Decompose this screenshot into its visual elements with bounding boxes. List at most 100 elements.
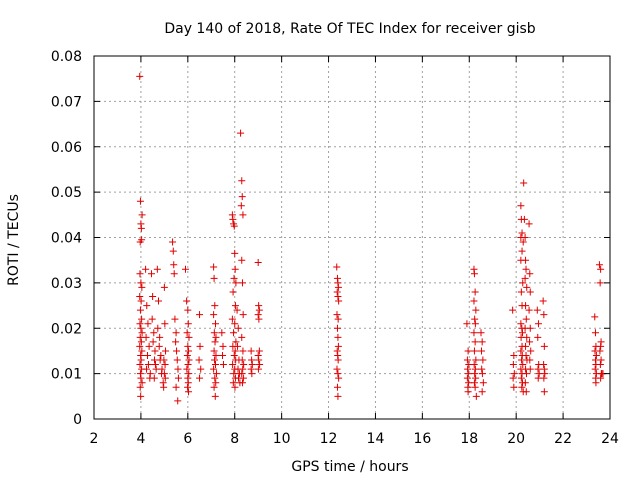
data-point: [525, 306, 533, 314]
data-point: [463, 356, 471, 364]
data-point: [247, 365, 255, 373]
data-point: [169, 247, 177, 255]
x-tick-label: 2: [90, 431, 99, 447]
data-point: [479, 356, 487, 364]
data-point: [210, 311, 218, 319]
data-point: [256, 361, 264, 369]
x-tick-label: 18: [460, 431, 478, 447]
axis-ticks: 00.010.020.030.040.050.060.070.082 4 6 8 10 1…: [51, 49, 619, 447]
data-point: [540, 342, 548, 350]
data-point: [471, 320, 479, 328]
data-point: [142, 333, 150, 341]
data-point: [255, 306, 263, 314]
data-point: [136, 383, 144, 391]
data-point: [136, 197, 144, 205]
data-point: [534, 320, 542, 328]
data-point: [238, 333, 246, 341]
data-point: [523, 283, 531, 291]
data-point: [138, 379, 146, 387]
data-point: [526, 356, 534, 364]
data-point: [147, 270, 155, 278]
data-point: [170, 270, 178, 278]
data-point: [334, 283, 342, 291]
data-point: [231, 265, 239, 273]
data-point: [143, 351, 151, 359]
data-point: [510, 383, 518, 391]
data-point: [533, 306, 541, 314]
data-point: [510, 351, 518, 359]
data-point: [597, 265, 605, 273]
data-point: [592, 379, 600, 387]
data-point: [596, 361, 604, 369]
data-point: [522, 315, 530, 323]
data-point: [464, 347, 472, 355]
data-point: [509, 361, 517, 369]
data-point: [155, 297, 162, 305]
y-tick-label: 0.06: [51, 140, 82, 156]
data-point: [518, 229, 526, 237]
data-point: [334, 392, 342, 400]
data-point: [470, 329, 478, 337]
data-point: [254, 258, 262, 266]
data-point: [136, 72, 144, 80]
y-tick-label: 0.01: [51, 367, 82, 383]
data-point: [161, 361, 169, 369]
data-point: [539, 297, 547, 305]
data-point: [150, 374, 158, 382]
data-point: [238, 193, 246, 201]
data-point: [517, 320, 525, 328]
data-point: [196, 311, 204, 319]
data-point: [152, 365, 160, 373]
data-point: [526, 365, 534, 373]
data-point: [229, 288, 237, 296]
data-point: [231, 383, 239, 391]
data-point: [334, 356, 342, 364]
data-point: [521, 379, 529, 387]
data-point: [592, 351, 600, 359]
data-point: [195, 356, 203, 364]
data-point: [517, 202, 525, 210]
data-point: [211, 392, 219, 400]
data-point: [333, 263, 341, 271]
data-point: [229, 215, 237, 223]
data-point: [472, 356, 480, 364]
data-point: [519, 361, 527, 369]
data-point: [522, 388, 530, 396]
data-point: [248, 370, 256, 378]
data-point: [522, 256, 530, 264]
data-point: [183, 297, 191, 305]
data-point: [518, 383, 526, 391]
data-point: [334, 333, 342, 341]
data-point: [254, 311, 262, 319]
data-point: [333, 365, 341, 373]
data-point: [517, 288, 525, 296]
data-point: [477, 347, 485, 355]
data-point: [156, 333, 164, 341]
data-point: [463, 374, 471, 382]
data-point: [237, 129, 245, 137]
data-point: [526, 338, 534, 346]
data-point: [238, 256, 246, 264]
data-point: [334, 342, 342, 350]
data-point: [591, 329, 599, 337]
data-point: [136, 292, 144, 300]
data-point: [239, 311, 247, 319]
data-point: [138, 347, 146, 355]
data-point: [196, 342, 204, 350]
data-point: [534, 333, 542, 341]
data-point: [219, 342, 227, 350]
data-point: [212, 370, 220, 378]
data-point: [238, 379, 246, 387]
data-point: [234, 324, 242, 332]
data-point: [463, 320, 471, 328]
data-point: [519, 329, 527, 337]
data-point: [240, 361, 248, 369]
data-point: [137, 356, 145, 364]
data-point: [138, 236, 146, 244]
data-point: [210, 383, 218, 391]
x-tick-label: 22: [554, 431, 572, 447]
data-point: [470, 297, 478, 305]
data-point: [518, 247, 526, 255]
data-point: [185, 388, 193, 396]
data-point: [522, 351, 530, 359]
